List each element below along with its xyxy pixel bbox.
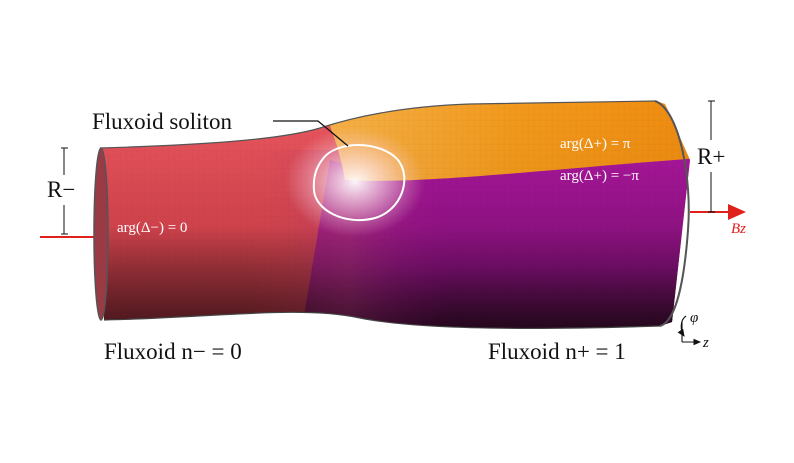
soliton-outline [312, 144, 406, 222]
fluxoid-right-label: Fluxoid n+ = 1 [488, 339, 626, 364]
right-end-cap [654, 100, 690, 327]
r-plus-dimension [708, 100, 715, 213]
arg-plus-neg-pi-label: arg(Δ+) = −π [560, 168, 639, 184]
r-minus-label: R− [47, 177, 75, 202]
soliton-label: Fluxoid soliton [92, 109, 232, 134]
soliton-leader [273, 120, 349, 147]
fluxoid-left-label: Fluxoid n− = 0 [104, 339, 242, 364]
axis-phi-label: φ [690, 310, 698, 326]
axes-indicator [677, 315, 702, 346]
arg-minus-label: arg(Δ−) = 0 [117, 220, 187, 236]
arg-plus-pi-label: arg(Δ+) = π [560, 136, 631, 152]
axis-z-label: z [702, 335, 709, 351]
r-plus-label: R+ [697, 144, 725, 169]
left-end-cap [93, 147, 109, 321]
tube-outline [99, 100, 656, 149]
field-label: Bz [731, 221, 746, 237]
r-minus-dimension [61, 147, 68, 235]
